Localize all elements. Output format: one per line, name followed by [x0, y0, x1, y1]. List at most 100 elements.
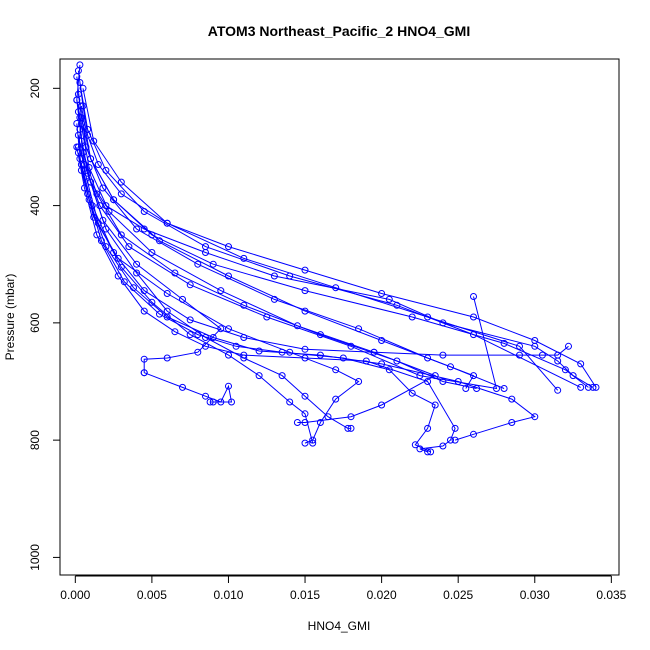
data-point — [179, 295, 186, 303]
data-point — [163, 313, 171, 321]
x-tick-label: 0.005 — [137, 588, 167, 602]
data-point — [301, 307, 309, 315]
data-point — [470, 313, 477, 321]
data-point — [355, 378, 363, 385]
data-point — [408, 313, 416, 321]
data-point — [140, 355, 148, 363]
data-point — [508, 419, 516, 426]
series-line — [80, 140, 351, 429]
data-point — [255, 347, 263, 355]
data-point — [293, 419, 301, 426]
data-point — [133, 269, 141, 277]
series-line — [77, 94, 475, 389]
data-point — [347, 342, 355, 350]
data-point — [385, 366, 393, 374]
data-point — [538, 351, 546, 359]
data-point — [194, 348, 202, 356]
y-axis: 200 400 600 800 1000 — [28, 78, 61, 571]
data-point — [370, 348, 378, 356]
data-point — [96, 202, 104, 210]
series-4 — [76, 79, 585, 391]
data-point — [105, 208, 113, 215]
data-point — [140, 208, 148, 215]
series-line — [79, 158, 536, 441]
data-point — [255, 372, 263, 380]
data-point — [447, 436, 454, 444]
data-point — [309, 439, 317, 447]
data-point — [424, 424, 432, 432]
data-point — [332, 284, 340, 292]
data-point — [120, 278, 128, 286]
data-point — [584, 383, 592, 391]
data-point — [133, 260, 141, 268]
y-tick-label: 800 — [28, 430, 42, 450]
data-point — [531, 337, 539, 344]
data-point — [79, 84, 87, 92]
data-point — [332, 366, 340, 374]
data-point — [451, 436, 459, 444]
data-point — [385, 295, 393, 303]
data-point — [316, 351, 324, 359]
series-line — [77, 70, 597, 388]
data-point — [73, 73, 81, 81]
data-point — [565, 342, 572, 350]
data-point — [97, 237, 105, 245]
data-point — [202, 243, 209, 251]
data-point — [110, 249, 118, 256]
data-point — [186, 316, 194, 324]
y-tick-label: 1000 — [28, 544, 42, 571]
data-point — [102, 243, 110, 251]
data-point — [186, 331, 194, 339]
data-point — [209, 334, 217, 341]
series-14 — [74, 131, 317, 447]
data-point — [202, 392, 209, 400]
data-point — [470, 372, 477, 380]
data-point — [102, 166, 110, 174]
data-point — [133, 225, 141, 233]
data-point — [270, 295, 278, 303]
data-point — [217, 398, 225, 406]
data-point — [286, 398, 294, 406]
data-point — [462, 385, 470, 392]
data-point — [240, 334, 248, 341]
data-point — [163, 219, 171, 227]
x-tick-label: 0.020 — [367, 588, 397, 602]
series-line — [76, 123, 360, 444]
data-point — [99, 184, 107, 192]
series-3 — [73, 73, 592, 391]
x-tick-label: 0.035 — [596, 588, 626, 602]
data-point — [439, 351, 447, 359]
data-point — [424, 378, 432, 385]
data-point — [148, 249, 156, 256]
data-point — [84, 125, 92, 133]
data-point — [263, 313, 271, 321]
data-point — [77, 161, 85, 168]
data-point — [347, 424, 355, 432]
data-point — [493, 385, 500, 392]
series-line — [79, 82, 581, 388]
data-point — [140, 287, 148, 295]
series-9 — [74, 108, 500, 392]
data-point — [240, 301, 248, 309]
data-point — [569, 372, 577, 380]
data-point — [225, 382, 232, 390]
data-point — [577, 383, 585, 391]
series-5 — [79, 84, 562, 394]
data-point — [416, 445, 424, 453]
series-line — [76, 146, 456, 453]
data-point — [439, 442, 447, 450]
series-19 — [77, 161, 572, 359]
plot-frame — [59, 58, 620, 576]
data-point — [454, 378, 462, 385]
series-line — [79, 117, 437, 423]
data-point — [76, 114, 84, 122]
x-tick-label: 0.030 — [520, 588, 550, 602]
data-point — [378, 337, 386, 344]
data-point — [194, 260, 202, 268]
data-point — [240, 254, 248, 262]
data-point — [427, 448, 435, 456]
data-point — [561, 366, 569, 374]
data-point — [378, 290, 386, 297]
data-point — [206, 398, 214, 406]
data-point — [411, 441, 419, 449]
